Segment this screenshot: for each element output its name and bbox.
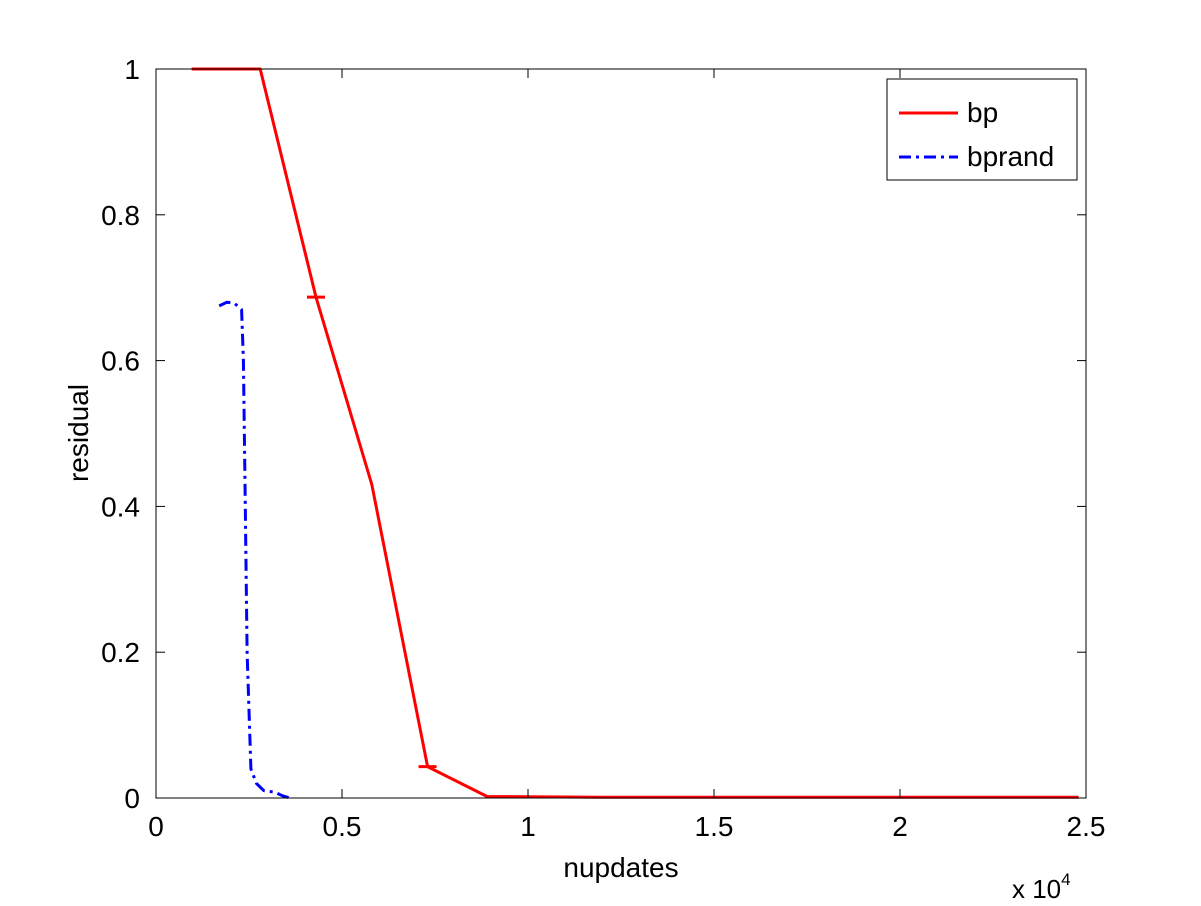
plot-area-frame	[155, 68, 1087, 799]
x-axis-label: nupdates	[563, 852, 678, 883]
x-multiplier-exponent: 4	[1061, 870, 1070, 889]
x-tick-label: 2	[892, 811, 908, 842]
y-tick-label: 1	[124, 54, 140, 85]
x-multiplier-base: x 10	[1012, 874, 1061, 901]
legend-label-bprand: bprand	[967, 141, 1054, 172]
y-tick-label: 0.4	[101, 491, 140, 522]
x-tick-label: 1	[520, 811, 536, 842]
legend-box	[886, 78, 1078, 181]
x-tick-label: 0	[148, 811, 164, 842]
y-tick-label: 0	[124, 783, 140, 814]
legend: bp bprand	[886, 78, 1078, 181]
series-line-bprand	[218, 300, 291, 800]
legend-label-bp: bp	[967, 97, 998, 128]
x-tick-label: 1.5	[695, 811, 734, 842]
y-tick-label: 0.2	[101, 637, 140, 668]
y-axis-label: residual	[63, 384, 94, 482]
x-multiplier-label: x 104	[1012, 870, 1071, 901]
x-tick-label: 0.5	[323, 811, 362, 842]
y-tick-label: 0.6	[101, 346, 140, 377]
ticks-layer: 0 0.5 1 1.5 2 2.5 0 0.2 0.4 0.6 0.8 1	[101, 54, 1105, 842]
x-tick-label: 2.5	[1067, 811, 1106, 842]
y-tick-label: 0.8	[101, 200, 140, 231]
